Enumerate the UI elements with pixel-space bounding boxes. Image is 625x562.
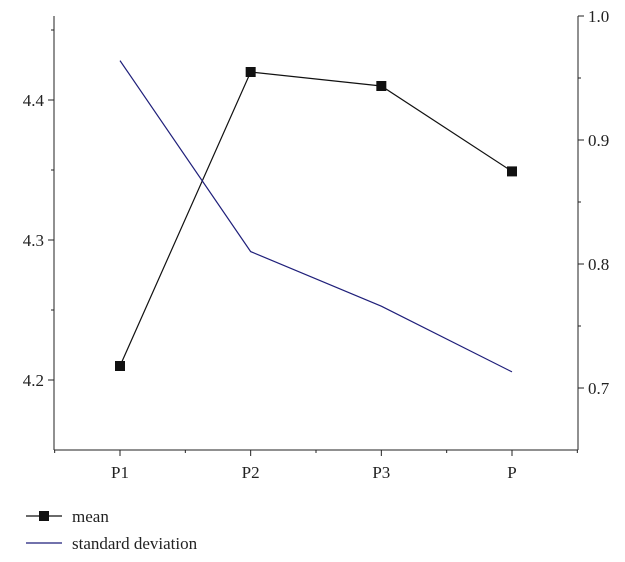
ticks: 4.2 4.3 4.4 0.7 0.8 0.9 1.0 P1 P2 P3 P <box>23 7 610 482</box>
x-tick-label-3: P <box>507 463 516 482</box>
series-0-point-1 <box>245 67 256 77</box>
legend-label-0: mean <box>72 507 109 526</box>
series <box>115 60 517 373</box>
left-tick-label-1: 4.3 <box>23 231 44 250</box>
series-0-point-0 <box>115 361 125 371</box>
x-tick-label-0: P1 <box>111 463 129 482</box>
right-tick-label-3: 1.0 <box>588 7 609 26</box>
legend: mean standard deviation <box>26 507 198 553</box>
left-tick-label-0: 4.2 <box>23 371 44 390</box>
legend-label-1: standard deviation <box>72 534 198 553</box>
x-tick-label-2: P3 <box>372 463 390 482</box>
series-line-1 <box>119 60 513 373</box>
series-line-0 <box>119 71 513 367</box>
legend-marker-0 <box>39 511 49 521</box>
left-tick-label-2: 4.4 <box>23 91 45 110</box>
right-tick-label-2: 0.9 <box>588 131 609 150</box>
series-0-point-2 <box>376 81 387 91</box>
right-tick-label-1: 0.8 <box>588 255 609 274</box>
right-tick-label-0: 0.7 <box>588 379 610 398</box>
series-0-point-3 <box>507 166 517 177</box>
axes <box>53 16 579 451</box>
x-tick-label-1: P2 <box>242 463 260 482</box>
